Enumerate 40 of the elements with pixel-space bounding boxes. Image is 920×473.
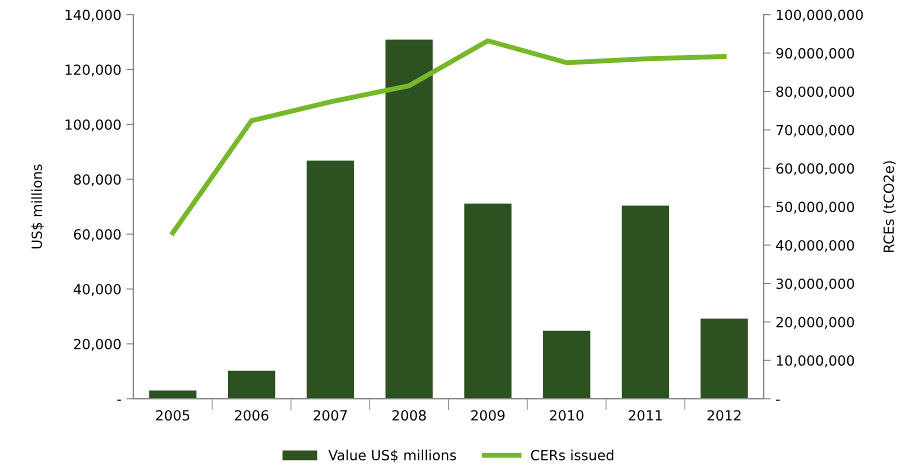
legend-label: CERs issued [531,450,614,460]
bar [543,330,590,399]
y2-tick-label: 90,000,000 [776,48,854,60]
bar [306,160,354,399]
y-tick-label: 20,000 [74,338,121,351]
bar [700,318,748,399]
y-tick-label: - [117,400,121,401]
y2-tick-label: 20,000,000 [776,316,854,329]
y2-axis-title: RCEs (tCO2e) [883,161,896,252]
y2-tick-label: 10,000,000 [776,355,854,368]
y-tick-label: 80,000 [74,174,121,186]
y2-tick-label: 80,000,000 [776,86,854,98]
legend-label: Value US$ millions [328,450,456,462]
y2-tick-label: 40,000,000 [776,240,854,252]
x-tick-label: 2010 [550,410,584,421]
x-tick-label: 2007 [314,410,347,421]
bar [464,204,512,399]
y2-tick-label: 50,000,000 [776,202,854,214]
x-tick-label: 2009 [471,410,505,421]
y2-tick-label: 100,000,000 [776,10,863,22]
x-tick-label: 2008 [392,410,426,421]
x-tick-label: 2012 [708,410,740,421]
y2-tick-label: - [776,400,780,401]
bar [149,390,196,399]
y-tick-label: 60,000 [74,229,121,242]
x-tick-label: 2011 [628,410,662,421]
x-tick-label: 2005 [156,410,190,421]
y2-tick-label: 30,000,000 [776,278,854,290]
y-tick-label: 100,000 [66,119,121,132]
y-axis-title: US$ millions [31,164,44,248]
y-tick-label: 120,000 [66,64,121,76]
y-tick-label: 40,000 [74,284,121,296]
x-tick-label: 2006 [234,410,268,421]
bar [622,206,670,399]
y2-tick-label: 60,000,000 [776,163,854,176]
bar [385,40,433,399]
y-tick-label: 140,000 [66,10,121,22]
bar [228,370,276,399]
line-series [170,38,727,236]
y2-tick-label: 70,000,000 [776,124,854,137]
